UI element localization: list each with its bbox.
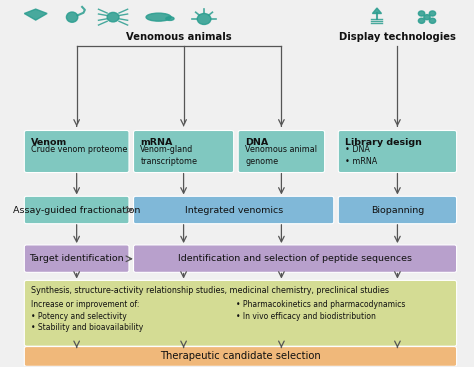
Text: Synthesis, structure-activity relationship studies, medicinal chemistry, preclin: Synthesis, structure-activity relationsh… [31, 286, 389, 295]
Circle shape [197, 14, 211, 25]
Text: mRNA: mRNA [140, 138, 173, 147]
Circle shape [107, 12, 119, 22]
Text: Venom: Venom [31, 138, 67, 147]
FancyBboxPatch shape [238, 131, 325, 172]
Circle shape [424, 15, 430, 20]
FancyBboxPatch shape [24, 245, 129, 272]
Text: • DNA
• mRNA: • DNA • mRNA [345, 145, 377, 166]
Polygon shape [373, 8, 382, 14]
Text: Venomous animal
genome: Venomous animal genome [245, 145, 317, 166]
FancyBboxPatch shape [24, 346, 456, 366]
Text: Biopanning: Biopanning [371, 206, 424, 214]
FancyBboxPatch shape [134, 245, 456, 272]
FancyBboxPatch shape [24, 196, 129, 224]
FancyBboxPatch shape [24, 280, 456, 346]
Ellipse shape [146, 13, 171, 21]
FancyBboxPatch shape [338, 196, 456, 224]
FancyBboxPatch shape [338, 131, 456, 172]
Ellipse shape [166, 17, 174, 21]
Text: Display technologies: Display technologies [339, 32, 456, 42]
Text: Identification and selection of peptide sequences: Identification and selection of peptide … [178, 254, 412, 263]
FancyBboxPatch shape [134, 196, 334, 224]
Circle shape [429, 11, 436, 16]
Text: Library design: Library design [345, 138, 422, 147]
Circle shape [419, 18, 425, 23]
FancyBboxPatch shape [134, 131, 234, 172]
Text: Crude venom proteome: Crude venom proteome [31, 145, 128, 155]
Text: DNA: DNA [245, 138, 268, 147]
Text: Therapeutic candidate selection: Therapeutic candidate selection [160, 352, 321, 361]
FancyBboxPatch shape [24, 131, 129, 172]
Ellipse shape [66, 12, 78, 22]
Text: Venom-gland
transcriptome: Venom-gland transcriptome [140, 145, 197, 166]
Text: Venomous animals: Venomous animals [126, 32, 232, 42]
Circle shape [429, 18, 436, 23]
Text: Target identification: Target identification [29, 254, 124, 263]
Text: Increase or improvement of:
• Potency and selectivity
• Stability and bioavailab: Increase or improvement of: • Potency an… [31, 300, 144, 333]
Polygon shape [24, 9, 47, 20]
Text: • Pharmacokinetics and pharmacodynamics
• In vivo efficacy and biodistribution: • Pharmacokinetics and pharmacodynamics … [236, 300, 405, 320]
Text: Integrated venomics: Integrated venomics [184, 206, 283, 214]
Circle shape [419, 11, 425, 16]
Text: Assay-guided fractionation: Assay-guided fractionation [13, 206, 140, 214]
